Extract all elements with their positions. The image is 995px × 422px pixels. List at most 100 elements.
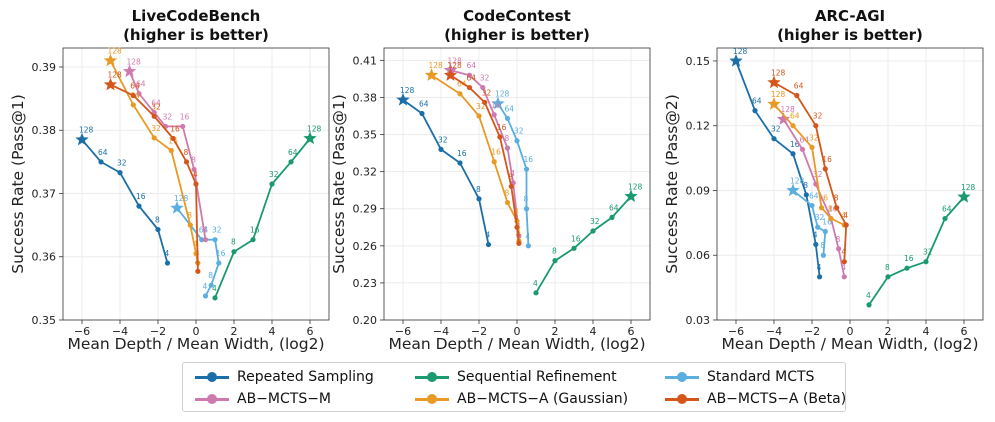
data-label: 32 bbox=[269, 170, 279, 179]
data-label: 64 bbox=[942, 205, 952, 214]
data-label: 4 bbox=[817, 263, 822, 272]
data-point-star bbox=[767, 97, 781, 110]
data-label: 16 bbox=[170, 124, 180, 133]
x-tick-label: 4 bbox=[590, 325, 597, 338]
data-label: 8 bbox=[155, 216, 160, 225]
data-label: 32 bbox=[482, 88, 492, 97]
chart-panel-codecontest: −6 −4 −2 0 2 4 6 0.20 0.23 0.26 0.29 0.32 0.35 0.38 0.… bbox=[330, 7, 651, 353]
data-point-star bbox=[75, 132, 89, 146]
data-label: 64 bbox=[467, 61, 477, 70]
data-label: 16 bbox=[828, 205, 838, 214]
data-point bbox=[525, 243, 532, 249]
legend-item-ab-mcts-a-gaussian: AB−MCTS−A (Gaussian) bbox=[415, 389, 628, 409]
legend-swatch bbox=[665, 393, 699, 404]
data-label: 64 bbox=[790, 112, 800, 121]
data-label: 32 bbox=[438, 135, 448, 144]
data-label: 32 bbox=[476, 102, 486, 111]
data-label: 8 bbox=[552, 247, 557, 256]
series-sequential-refinement: 4 8 16 32 64 128 bbox=[533, 182, 643, 296]
y-tick-label: 0.12 bbox=[686, 120, 711, 133]
data-point-star bbox=[424, 68, 439, 81]
figure: −6 −4 −2 0 2 4 6 0.35 0.36 0.37 0.38 0.39 LiveCodeBe… bbox=[9, 7, 984, 353]
data-label: 128 bbox=[733, 47, 748, 56]
data-label: 8 bbox=[885, 263, 890, 272]
data-label: 4 bbox=[516, 227, 521, 236]
y-tick-label: 0.38 bbox=[353, 91, 378, 104]
data-label: 32 bbox=[514, 127, 524, 136]
legend-item-sequential-refinement: Sequential Refinement bbox=[415, 367, 617, 387]
data-point bbox=[168, 147, 174, 154]
data-point bbox=[533, 290, 539, 296]
data-point bbox=[231, 249, 237, 255]
data-point bbox=[151, 113, 157, 119]
x-tick-label: 4 bbox=[269, 325, 276, 338]
data-point-star bbox=[103, 53, 118, 67]
data-point bbox=[516, 240, 522, 246]
x-tick-label: 2 bbox=[885, 325, 892, 338]
chart-subtitle: (higher is better) bbox=[777, 26, 923, 44]
data-label: 64 bbox=[457, 80, 467, 89]
data-label: 128 bbox=[429, 61, 444, 70]
data-label: 64 bbox=[467, 74, 477, 83]
data-point bbox=[841, 274, 847, 280]
data-label: 8 bbox=[836, 235, 841, 244]
legend-item-repeated-sampling: Repeated Sampling bbox=[195, 367, 374, 387]
data-label: 16 bbox=[136, 192, 146, 201]
x-tick-label: −2 bbox=[150, 325, 166, 338]
data-label: 64 bbox=[130, 81, 140, 90]
data-point bbox=[822, 228, 828, 235]
data-label: 32 bbox=[815, 213, 825, 222]
data-label: 8 bbox=[476, 185, 481, 194]
data-point bbox=[822, 166, 828, 172]
data-label: 64 bbox=[609, 203, 619, 212]
data-point bbox=[482, 99, 488, 105]
data-label: 128 bbox=[628, 182, 643, 191]
data-point bbox=[771, 136, 777, 142]
data-label: 4 bbox=[165, 249, 170, 258]
legend-label: AB−MCTS−A (Gaussian) bbox=[457, 391, 629, 407]
series-line bbox=[431, 74, 520, 241]
x-tick-label: 0 bbox=[193, 325, 200, 338]
data-point bbox=[834, 205, 840, 211]
data-label: 4 bbox=[866, 291, 871, 300]
series-line bbox=[535, 195, 632, 294]
data-point bbox=[457, 91, 463, 97]
y-tick-label: 0.36 bbox=[32, 251, 57, 264]
data-label: 16 bbox=[571, 234, 581, 243]
data-label: 4 bbox=[813, 230, 818, 239]
data-label: 8 bbox=[834, 194, 839, 203]
data-point bbox=[523, 166, 530, 172]
chart-title: ARC-AGI bbox=[815, 7, 885, 25]
data-label: 128 bbox=[174, 194, 189, 203]
data-label: 16 bbox=[491, 148, 501, 157]
data-point bbox=[466, 72, 473, 78]
data-point bbox=[609, 214, 615, 220]
data-label: 128 bbox=[781, 105, 796, 114]
data-label: 16 bbox=[250, 226, 260, 235]
data-point bbox=[794, 92, 800, 99]
data-point bbox=[170, 135, 176, 142]
legend-item-ab-mcts-m: AB−MCTS−M bbox=[195, 389, 331, 409]
data-label: 16 bbox=[524, 155, 534, 164]
data-point bbox=[136, 203, 142, 209]
data-label: 128 bbox=[400, 86, 415, 95]
data-point bbox=[191, 166, 197, 173]
data-label: 64 bbox=[752, 97, 762, 106]
legend: Repeated Sampling Sequential Refinement … bbox=[182, 362, 846, 412]
data-label: 64 bbox=[136, 80, 146, 89]
data-label: 8 bbox=[508, 172, 513, 181]
data-point bbox=[809, 202, 815, 209]
y-tick-label: 0.35 bbox=[32, 314, 57, 327]
data-point bbox=[504, 199, 511, 206]
series-line bbox=[868, 196, 965, 306]
y-tick-label: 0.39 bbox=[32, 61, 57, 74]
legend-swatch bbox=[415, 371, 449, 382]
x-tick-label: 6 bbox=[961, 325, 968, 338]
data-point bbox=[117, 170, 123, 176]
x-tick-label: −6 bbox=[728, 325, 744, 338]
data-point bbox=[216, 260, 222, 266]
data-point-star bbox=[170, 201, 184, 214]
